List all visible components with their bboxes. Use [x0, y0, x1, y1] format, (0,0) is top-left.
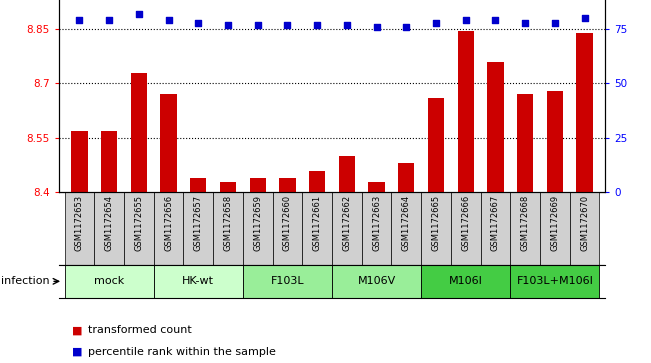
Bar	[458, 31, 474, 192]
Point	[163, 17, 174, 23]
FancyBboxPatch shape	[64, 192, 94, 265]
Bar	[428, 98, 444, 192]
Text: GSM1172654: GSM1172654	[105, 195, 114, 250]
FancyBboxPatch shape	[510, 265, 600, 298]
Point	[431, 20, 441, 25]
Point	[460, 17, 471, 23]
FancyBboxPatch shape	[184, 192, 213, 265]
Bar	[368, 182, 385, 192]
Text: GSM1172653: GSM1172653	[75, 195, 84, 251]
FancyBboxPatch shape	[332, 192, 362, 265]
Text: transformed count: transformed count	[88, 325, 191, 335]
FancyBboxPatch shape	[480, 192, 510, 265]
Point	[104, 17, 115, 23]
Bar	[547, 91, 563, 192]
Bar	[279, 178, 296, 192]
Text: ■: ■	[72, 347, 82, 357]
Point	[253, 22, 263, 28]
Point	[490, 17, 501, 23]
FancyBboxPatch shape	[243, 265, 332, 298]
Text: GSM1172664: GSM1172664	[402, 195, 411, 251]
Text: GSM1172659: GSM1172659	[253, 195, 262, 250]
Bar	[220, 182, 236, 192]
Text: GSM1172666: GSM1172666	[462, 195, 470, 251]
Text: GSM1172668: GSM1172668	[521, 195, 530, 251]
FancyBboxPatch shape	[213, 192, 243, 265]
Point	[579, 15, 590, 21]
Point	[193, 20, 204, 25]
Text: GSM1172657: GSM1172657	[194, 195, 202, 251]
Bar	[160, 94, 176, 192]
Text: infection: infection	[1, 276, 49, 286]
Point	[223, 22, 233, 28]
Bar	[488, 62, 504, 192]
FancyBboxPatch shape	[451, 192, 480, 265]
Text: F103L: F103L	[271, 276, 304, 286]
FancyBboxPatch shape	[391, 192, 421, 265]
Point	[283, 22, 293, 28]
Bar	[71, 131, 88, 192]
Text: GSM1172669: GSM1172669	[550, 195, 559, 251]
FancyBboxPatch shape	[243, 192, 273, 265]
Bar	[249, 178, 266, 192]
Bar	[190, 178, 206, 192]
Point	[520, 20, 531, 25]
Bar	[398, 163, 415, 192]
Point	[74, 17, 85, 23]
FancyBboxPatch shape	[154, 192, 184, 265]
Point	[401, 24, 411, 30]
Bar	[309, 171, 326, 192]
Text: GSM1172662: GSM1172662	[342, 195, 352, 251]
Text: GSM1172663: GSM1172663	[372, 195, 381, 251]
Point	[133, 11, 144, 17]
Point	[549, 20, 560, 25]
Text: GSM1172665: GSM1172665	[432, 195, 441, 251]
FancyBboxPatch shape	[302, 192, 332, 265]
Point	[371, 24, 381, 30]
Text: GSM1172656: GSM1172656	[164, 195, 173, 251]
Text: GSM1172661: GSM1172661	[312, 195, 322, 251]
FancyBboxPatch shape	[332, 265, 421, 298]
FancyBboxPatch shape	[273, 192, 302, 265]
FancyBboxPatch shape	[64, 265, 154, 298]
FancyBboxPatch shape	[362, 192, 391, 265]
FancyBboxPatch shape	[124, 192, 154, 265]
FancyBboxPatch shape	[421, 192, 451, 265]
FancyBboxPatch shape	[94, 192, 124, 265]
Text: F103L+M106I: F103L+M106I	[516, 276, 593, 286]
Text: GSM1172658: GSM1172658	[223, 195, 232, 251]
Bar	[576, 33, 593, 192]
Bar	[131, 73, 147, 192]
Text: GSM1172655: GSM1172655	[134, 195, 143, 250]
Text: mock: mock	[94, 276, 124, 286]
Text: ■: ■	[72, 325, 82, 335]
Text: M106V: M106V	[357, 276, 396, 286]
Text: GSM1172667: GSM1172667	[491, 195, 500, 251]
Point	[312, 22, 322, 28]
Bar	[339, 156, 355, 192]
FancyBboxPatch shape	[540, 192, 570, 265]
Bar	[517, 94, 533, 192]
FancyBboxPatch shape	[154, 265, 243, 298]
Text: GSM1172670: GSM1172670	[580, 195, 589, 251]
Text: GSM1172660: GSM1172660	[283, 195, 292, 251]
Text: M106I: M106I	[449, 276, 482, 286]
FancyBboxPatch shape	[570, 192, 600, 265]
FancyBboxPatch shape	[421, 265, 510, 298]
Bar	[101, 131, 117, 192]
Point	[342, 22, 352, 28]
Text: HK-wt: HK-wt	[182, 276, 214, 286]
FancyBboxPatch shape	[510, 192, 540, 265]
Text: percentile rank within the sample: percentile rank within the sample	[88, 347, 276, 357]
